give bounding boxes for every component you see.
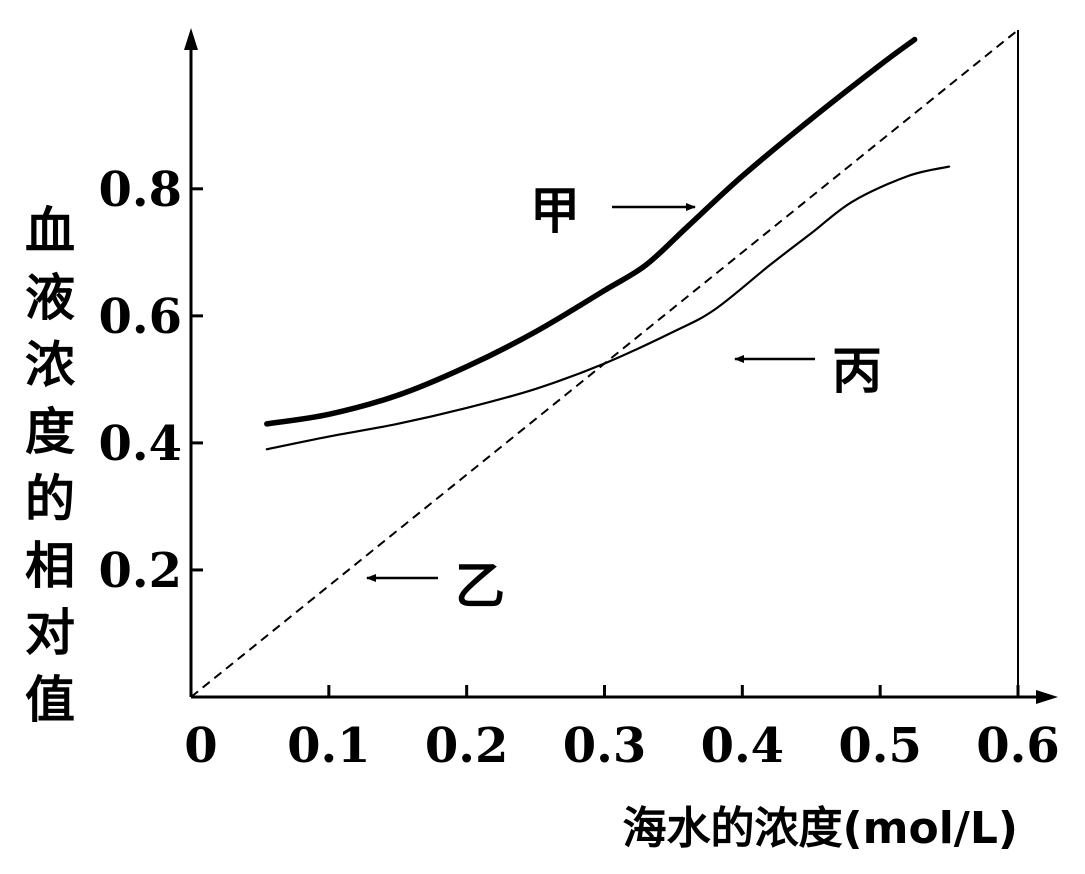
y-tick-label: 0.8 xyxy=(98,162,182,218)
series-label-bing: 丙 xyxy=(832,342,882,400)
series-bing-line xyxy=(265,165,951,451)
x-axis-label: 海水的浓度(mol/L) xyxy=(623,803,1018,854)
x-tick-label: 0.2 xyxy=(425,718,509,774)
x-tick-label: 0.1 xyxy=(287,718,371,774)
y-axis-label-char: 对 xyxy=(25,604,75,662)
x-axis-arrow-icon xyxy=(1036,690,1058,704)
x-tick-label: 0 xyxy=(184,718,217,774)
y-axis-label-char: 浓 xyxy=(25,336,76,394)
y-axis-arrow-icon xyxy=(184,28,198,50)
y-tick-label: 0.6 xyxy=(98,289,182,345)
series-jia-line xyxy=(264,36,918,427)
x-tick-label: 0.6 xyxy=(976,718,1060,774)
x-tick-label: 0.3 xyxy=(563,718,647,774)
y-axis-label-char: 的 xyxy=(25,470,75,528)
y-axis-label-char: 值 xyxy=(25,671,75,729)
x-tick-label: 0.4 xyxy=(701,718,785,774)
y-tick-label: 0.2 xyxy=(98,543,182,599)
y-axis-label-char: 度 xyxy=(25,403,75,461)
y-axis-label-char: 相 xyxy=(25,537,75,595)
y-axis-label-char: 液 xyxy=(25,269,75,327)
y-axis-label-char: 血 xyxy=(25,202,75,260)
series-label-jia: 甲 xyxy=(530,182,580,240)
x-tick-label: 0.5 xyxy=(838,718,922,774)
series-label-yi: 乙 xyxy=(455,557,505,615)
y-tick-label: 0.4 xyxy=(98,416,182,472)
